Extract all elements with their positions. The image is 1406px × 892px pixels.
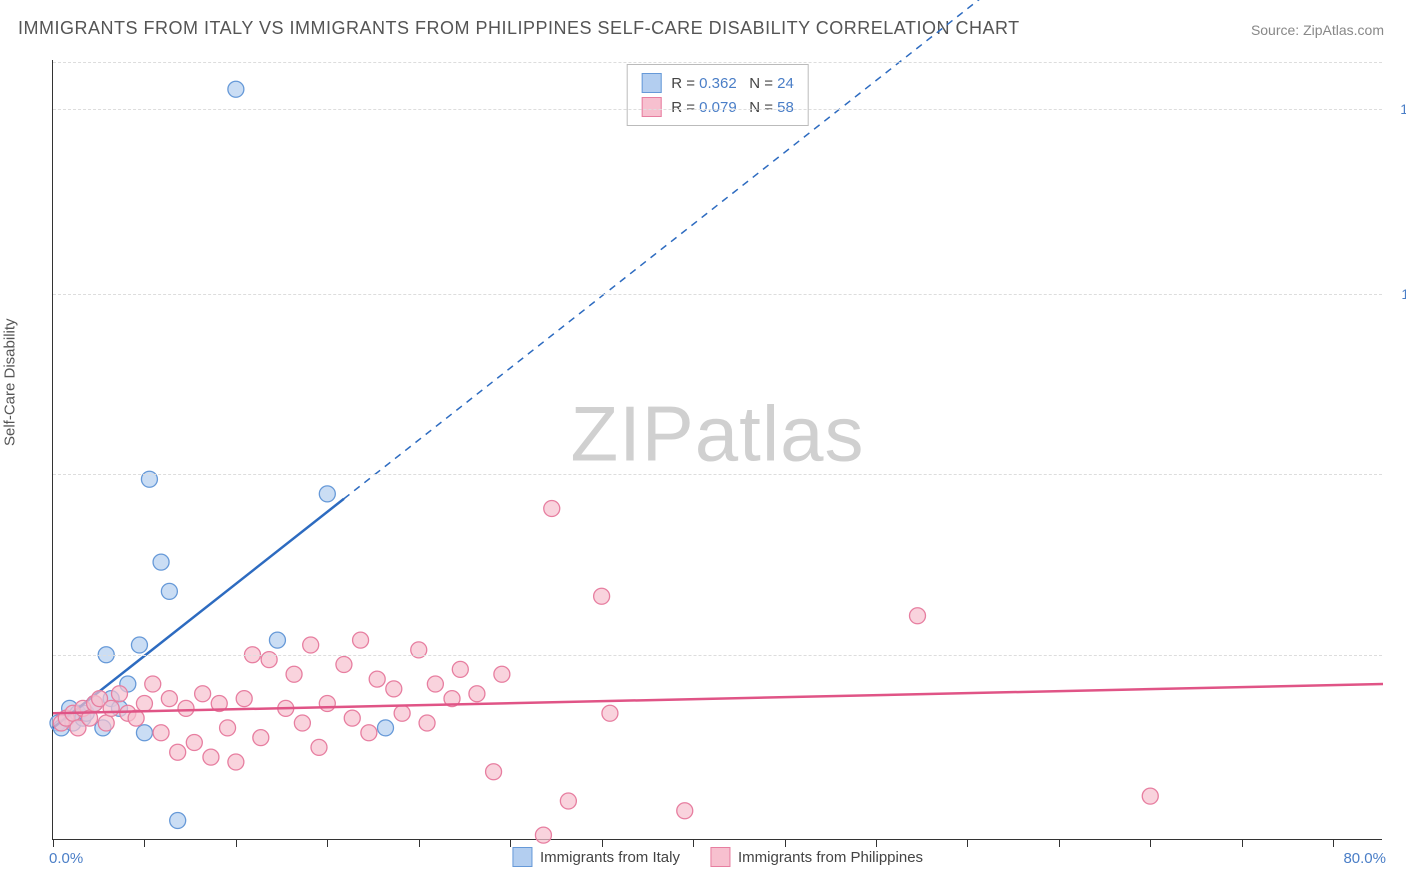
x-tick: [236, 839, 237, 847]
scatter-point: [369, 671, 385, 687]
scatter-point: [269, 632, 285, 648]
scatter-point: [153, 554, 169, 570]
scatter-point: [677, 803, 693, 819]
scatter-point: [161, 691, 177, 707]
scatter-point: [161, 583, 177, 599]
scatter-point: [203, 749, 219, 765]
legend-swatch: [512, 847, 532, 867]
scatter-point: [228, 81, 244, 97]
y-axis-label: Self-Care Disability: [2, 318, 19, 446]
chart-title: IMMIGRANTS FROM ITALY VS IMMIGRANTS FROM…: [18, 18, 1020, 39]
scatter-point: [98, 715, 114, 731]
scatter-point: [910, 608, 926, 624]
scatter-point: [602, 705, 618, 721]
legend-bottom: Immigrants from Italy Immigrants from Phi…: [512, 847, 923, 867]
legend-item: Immigrants from Philippines: [710, 847, 923, 867]
chart-plot-area: ZIPatlas R = 0.362 N = 24R = 0.079 N = 5…: [52, 60, 1382, 840]
x-tick: [876, 839, 877, 847]
legend-item: Immigrants from Italy: [512, 847, 680, 867]
scatter-point: [486, 764, 502, 780]
scatter-point: [178, 700, 194, 716]
scatter-point: [336, 657, 352, 673]
scatter-point: [186, 735, 202, 751]
x-tick: [967, 839, 968, 847]
scatter-point: [195, 686, 211, 702]
x-axis-min-label: 0.0%: [49, 850, 83, 867]
scatter-point: [469, 686, 485, 702]
legend-top-stats: R = 0.362 N = 24 R = 0.079 N = 58: [626, 64, 809, 126]
x-tick: [693, 839, 694, 847]
x-tick: [785, 839, 786, 847]
scatter-point: [136, 696, 152, 712]
scatter-point: [311, 739, 327, 755]
x-tick: [1150, 839, 1151, 847]
legend-stat-text: R = 0.079 N = 58: [671, 99, 794, 116]
scatter-point: [386, 681, 402, 697]
scatter-point: [136, 725, 152, 741]
scatter-point: [286, 666, 302, 682]
gridline: [53, 62, 1382, 63]
scatter-svg: [53, 60, 1382, 839]
scatter-point: [1142, 788, 1158, 804]
scatter-point: [228, 754, 244, 770]
scatter-point: [170, 744, 186, 760]
scatter-point: [170, 813, 186, 829]
scatter-point: [427, 676, 443, 692]
x-tick: [510, 839, 511, 847]
x-tick: [144, 839, 145, 847]
gridline: [53, 294, 1382, 295]
scatter-point: [361, 725, 377, 741]
y-tick-label: 11.2%: [1390, 286, 1406, 302]
x-tick: [53, 839, 54, 847]
scatter-point: [378, 720, 394, 736]
gridline: [53, 109, 1382, 110]
scatter-point: [131, 637, 147, 653]
legend-label: Immigrants from Philippines: [738, 849, 923, 866]
legend-swatch: [641, 73, 661, 93]
scatter-point: [303, 637, 319, 653]
y-tick-label: 15.0%: [1390, 101, 1406, 117]
x-tick: [602, 839, 603, 847]
x-tick: [1242, 839, 1243, 847]
scatter-point: [153, 725, 169, 741]
scatter-point: [112, 686, 128, 702]
legend-stat-text: R = 0.362 N = 24: [671, 75, 794, 92]
gridline: [53, 474, 1382, 475]
scatter-point: [535, 827, 551, 843]
x-tick: [419, 839, 420, 847]
legend-stat-row: R = 0.362 N = 24: [641, 71, 794, 95]
legend-swatch: [710, 847, 730, 867]
scatter-point: [544, 501, 560, 517]
scatter-point: [236, 691, 252, 707]
y-tick-label: 3.8%: [1390, 647, 1406, 663]
legend-label: Immigrants from Italy: [540, 849, 680, 866]
scatter-point: [319, 486, 335, 502]
x-tick: [1333, 839, 1334, 847]
scatter-point: [452, 661, 468, 677]
scatter-point: [560, 793, 576, 809]
y-tick-label: 7.5%: [1390, 466, 1406, 482]
scatter-point: [103, 700, 119, 716]
legend-stat-row: R = 0.079 N = 58: [641, 95, 794, 119]
scatter-point: [344, 710, 360, 726]
scatter-point: [145, 676, 161, 692]
gridline: [53, 655, 1382, 656]
x-axis-max-label: 80.0%: [1343, 850, 1386, 867]
x-tick: [1059, 839, 1060, 847]
legend-swatch: [641, 97, 661, 117]
scatter-point: [294, 715, 310, 731]
scatter-point: [319, 696, 335, 712]
scatter-point: [594, 588, 610, 604]
x-tick: [327, 839, 328, 847]
scatter-point: [253, 730, 269, 746]
scatter-point: [494, 666, 510, 682]
scatter-point: [220, 720, 236, 736]
scatter-point: [419, 715, 435, 731]
source-attribution: Source: ZipAtlas.com: [1251, 22, 1384, 38]
scatter-point: [394, 705, 410, 721]
scatter-point: [353, 632, 369, 648]
